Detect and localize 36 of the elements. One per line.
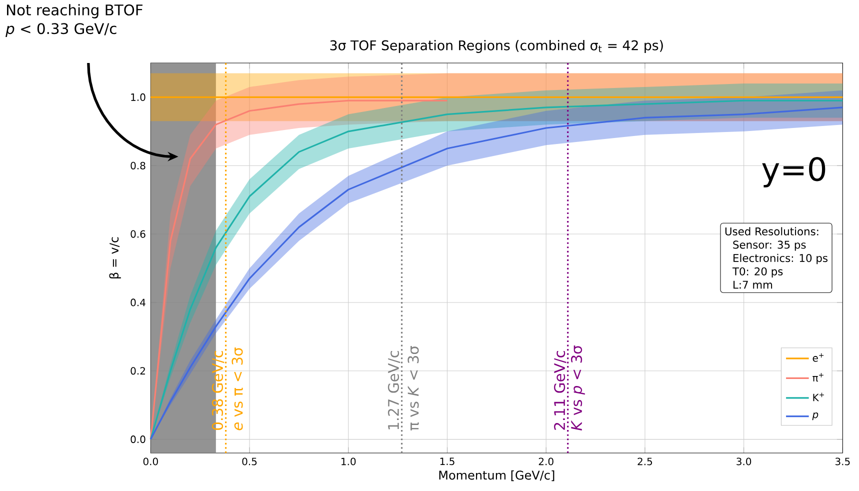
annotation: π vs K < 3σ — [408, 346, 419, 430]
x-tick-label: 2.0 — [538, 458, 554, 466]
x-tick-label: 3.0 — [736, 458, 752, 466]
annotation: Electronics: 10 ps — [734, 254, 828, 264]
ref-line-label: 2.11 GeV/c — [554, 351, 566, 430]
legend-label: π$^{+}$ — [812, 372, 824, 382]
y-tick-label: 0.8 — [130, 162, 146, 170]
x-tick-label: 1.5 — [440, 458, 454, 466]
x-tick-label: 2.5 — [638, 458, 652, 466]
x-tick-label: 1.0 — [342, 458, 356, 466]
text: p < 0.33 GeV/c — [6, 23, 116, 37]
x-tick-label: 0.0 — [143, 458, 158, 466]
y-tick-label: 1.0 — [131, 93, 146, 101]
annotation: L:7 mm — [734, 280, 772, 289]
annotation: Sensor: 35 ps — [733, 240, 806, 251]
annotation: K vs p < 3σ — [570, 346, 585, 430]
ref-line-label: 1.27 GeV/c — [388, 351, 400, 430]
annotation: e vs π < 3σ — [232, 348, 243, 430]
legend-label: K$^{+}$ — [813, 392, 824, 402]
y-axis-title: β = v/c — [109, 237, 121, 278]
x-tick-label: 3.5 — [835, 458, 850, 466]
annotation: Used Resolutions: — [725, 227, 818, 236]
legend-label: e$^{+}$ — [812, 353, 824, 362]
annotation: y=0 — [762, 156, 826, 188]
y-tick-label: 0.6 — [130, 230, 146, 238]
x-tick-label: 0.5 — [242, 458, 257, 466]
legend-label: p — [812, 412, 818, 420]
y-tick-label: 0.4 — [130, 298, 146, 306]
chart-title: 3σ TOF Separation Regions (combined σ$_{t}$ = 42 ps) — [330, 40, 663, 53]
y-tick-label: 0.0 — [130, 436, 146, 444]
text: Not reaching BTOF — [7, 4, 142, 18]
ref-line-label: 0.38 GeV/c — [212, 351, 224, 430]
y-tick-label: 0.2 — [130, 367, 145, 375]
x-axis-title: Momentum [GeV/c] — [439, 470, 554, 482]
annotation: T0: 20 ps — [732, 267, 783, 278]
line-series — [150, 100, 448, 440]
